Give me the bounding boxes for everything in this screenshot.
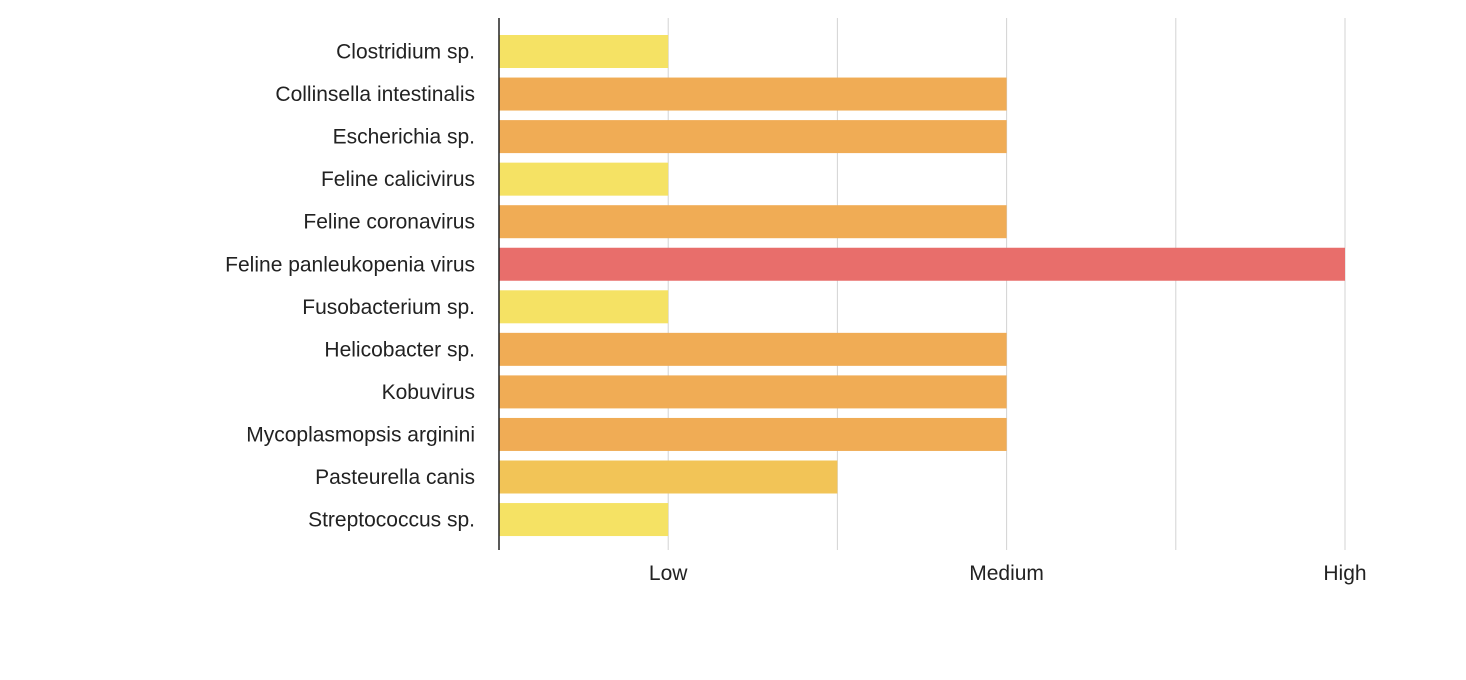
category-label: Escherichia sp. <box>333 126 475 149</box>
bars <box>499 35 1345 537</box>
bar <box>499 290 669 324</box>
category-labels: Clostridium sp. Collinsella intestinalis E… <box>225 41 475 532</box>
bar <box>499 35 669 68</box>
bar <box>499 77 1007 111</box>
bar <box>499 332 1007 366</box>
x-tick-label: Low <box>649 562 688 585</box>
x-tick-label: Medium <box>969 562 1044 585</box>
bar <box>499 120 1007 154</box>
x-tick-label: High <box>1323 562 1366 585</box>
category-label: Kobuvirus <box>382 381 475 404</box>
category-label: Feline panleukopenia virus <box>225 253 475 276</box>
x-tick-labels: Low Medium High <box>649 562 1367 585</box>
bar <box>499 460 838 494</box>
bar <box>499 503 669 537</box>
category-label: Feline calicivirus <box>321 168 475 191</box>
bar <box>499 247 1345 281</box>
bar <box>499 162 669 196</box>
category-label: Fusobacterium sp. <box>302 296 475 319</box>
category-label: Feline coronavirus <box>303 211 475 234</box>
category-label: Streptococcus sp. <box>308 509 475 532</box>
bar <box>499 417 1007 451</box>
category-label: Mycoplasmopsis arginini <box>246 423 475 446</box>
bar <box>499 205 1007 239</box>
category-label: Clostridium sp. <box>336 41 475 64</box>
bar <box>499 375 1007 409</box>
category-label: Collinsella intestinalis <box>275 83 475 106</box>
category-label: Helicobacter sp. <box>324 338 475 361</box>
category-label: Pasteurella canis <box>315 466 475 489</box>
